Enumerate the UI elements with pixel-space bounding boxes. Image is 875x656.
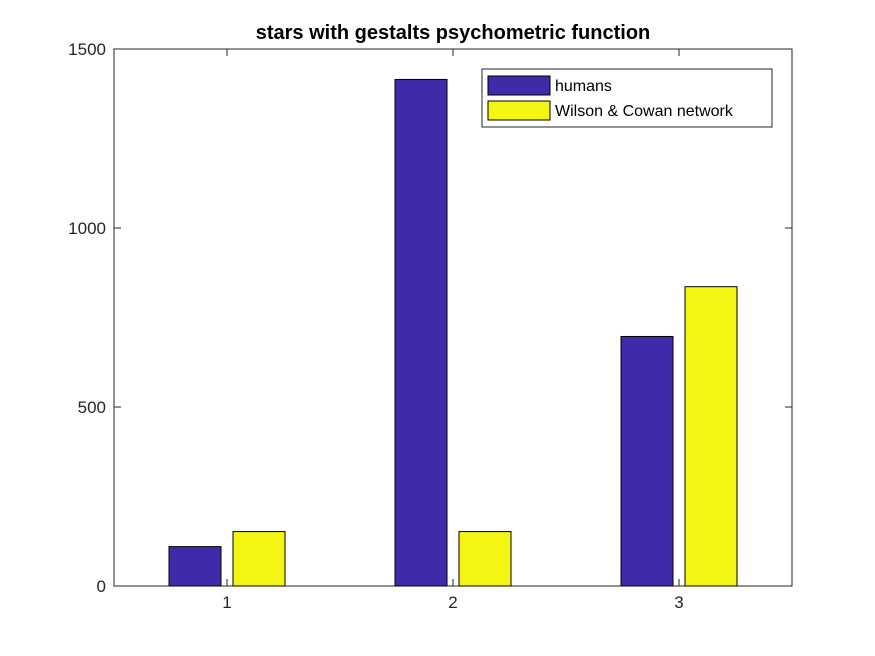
bar-humans-3 bbox=[620, 335, 674, 587]
plot-frame bbox=[113, 48, 793, 587]
bar-network-1 bbox=[232, 531, 286, 587]
x-tick-label: 3 bbox=[674, 593, 683, 612]
legend: humans Wilson & Cowan network bbox=[481, 68, 773, 128]
bars bbox=[168, 78, 738, 587]
chart-title: stars with gestalts psychometric functio… bbox=[256, 22, 651, 44]
bar-network-3 bbox=[684, 286, 738, 587]
legend-label-network: Wilson & Cowan network bbox=[555, 103, 734, 120]
bar-network-2 bbox=[458, 531, 512, 587]
y-tick-label: 0 bbox=[97, 577, 106, 596]
y-tick-label: 500 bbox=[78, 398, 106, 417]
x-tick-label: 1 bbox=[222, 593, 231, 612]
legend-swatch-network bbox=[487, 100, 551, 121]
y-tick-label: 1000 bbox=[68, 219, 106, 238]
x-tick-label: 2 bbox=[448, 593, 457, 612]
y-axis-ticks: 0 500 1000 1500 bbox=[68, 40, 792, 596]
plot-area bbox=[113, 48, 793, 587]
bar-humans-1 bbox=[168, 546, 222, 587]
y-tick-label: 1500 bbox=[68, 40, 106, 59]
legend-swatch-humans bbox=[487, 75, 551, 96]
legend-label-humans: humans bbox=[555, 78, 612, 95]
bar-humans-2 bbox=[394, 78, 448, 587]
x-axis-ticks: 1 2 3 bbox=[222, 49, 684, 612]
